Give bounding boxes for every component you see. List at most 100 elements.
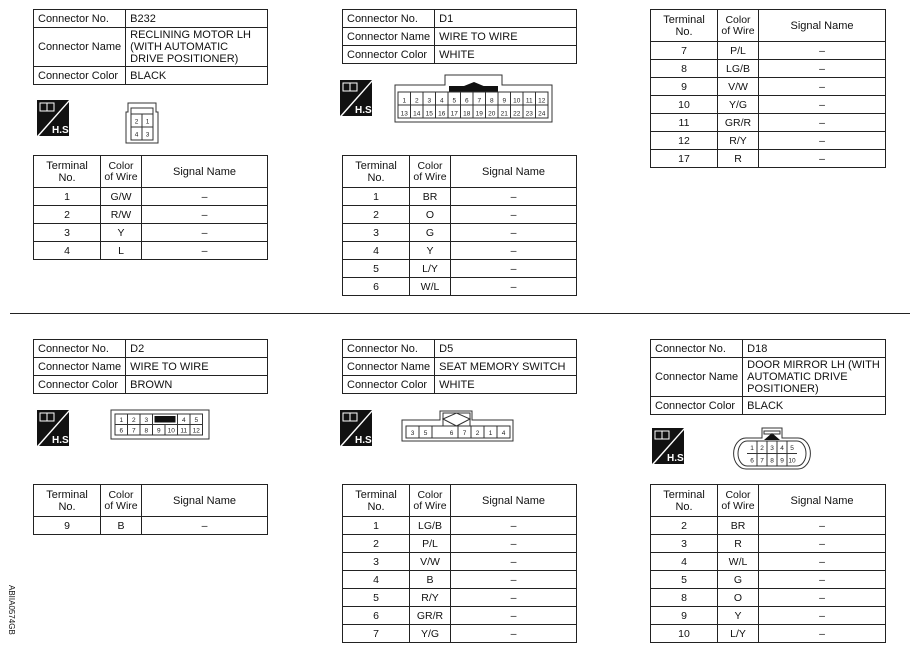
wire-color: Y/G xyxy=(717,95,759,114)
wire-color: Y xyxy=(100,223,142,242)
connector-name-label: Connector Name xyxy=(32,27,127,67)
signal-name: – xyxy=(450,534,577,553)
connector-info-table: Connector No. D5 Connector Name SEAT MEMORY… xyxy=(341,339,577,394)
wire-color: BR xyxy=(717,516,759,535)
pin-number: 4 xyxy=(780,445,784,452)
signal-name-header: Signal Name xyxy=(141,155,268,188)
terminal-row: 8 LG/B – xyxy=(650,59,886,78)
terminal-number: 4 xyxy=(33,241,101,260)
terminal-row: 5 R/Y – xyxy=(342,588,577,607)
signal-name: – xyxy=(758,59,886,78)
connector-color-value: BLACK xyxy=(125,66,268,85)
pin-number: 10 xyxy=(168,428,176,435)
color-of-wire-header: Color of Wire xyxy=(100,484,142,517)
connector-info-table: Connector No. B232 Connector Name RECLINING… xyxy=(32,9,268,85)
hs-badge-text: H.S. xyxy=(52,435,69,446)
terminal-number: 2 xyxy=(342,534,410,553)
connector-color-row: Connector Color BROWN xyxy=(32,375,268,394)
signal-name: – xyxy=(450,570,577,589)
pin-number: 1 xyxy=(489,430,493,437)
connector-color-value: BROWN xyxy=(125,375,268,394)
terminal-table-header: Terminal No. Color of Wire Signal Name xyxy=(342,484,577,517)
connector-name-value: DOOR MIRROR LH (WITH AUTOMATIC DRIVE POS… xyxy=(742,357,886,397)
pin-number: 12 xyxy=(538,98,546,105)
terminal-row: 4 W/L – xyxy=(650,552,886,571)
wire-color: O xyxy=(717,588,759,607)
connector-face-diagram: 2 14 3 xyxy=(125,102,159,144)
harness-side-icon: H.S. xyxy=(37,410,69,446)
connector-color-row: Connector Color BLACK xyxy=(32,66,268,85)
pin-number: 20 xyxy=(488,111,496,118)
harness-side-icon: H.S. xyxy=(340,410,372,446)
terminal-no-header: Terminal No. xyxy=(650,484,718,517)
hs-badge-text: H.S. xyxy=(355,105,372,116)
connector-number-label: Connector No. xyxy=(32,339,127,358)
color-of-wire-header: Color of Wire xyxy=(409,484,451,517)
signal-name: – xyxy=(450,205,577,224)
pin-number: 5 xyxy=(790,445,794,452)
pin-number: 1 xyxy=(119,417,123,424)
connector-color-label: Connector Color xyxy=(32,66,127,85)
connector-number-label: Connector No. xyxy=(649,339,744,358)
signal-name: – xyxy=(141,223,268,242)
signal-name-header: Signal Name xyxy=(758,484,886,517)
terminal-table: Terminal No. Color of Wire Signal Name 1 G/W… xyxy=(33,155,268,260)
wire-color: LG/B xyxy=(409,516,451,535)
terminal-number: 8 xyxy=(650,588,718,607)
terminal-number: 17 xyxy=(650,149,718,168)
terminal-row: 8 O – xyxy=(650,588,886,607)
pin-number: 16 xyxy=(438,111,446,118)
terminal-number: 8 xyxy=(650,59,718,78)
color-of-wire-header: Color of Wire xyxy=(717,484,759,517)
wire-color: G/W xyxy=(100,187,142,206)
terminal-number: 9 xyxy=(33,516,101,535)
pin-number: 1 xyxy=(146,119,150,126)
harness-side-icon: H.S. xyxy=(652,428,684,464)
pin-number: 6 xyxy=(465,98,469,105)
connector-name-value: WIRE TO WIRE xyxy=(125,357,268,376)
terminal-no-header: Terminal No. xyxy=(650,9,718,42)
signal-name: – xyxy=(758,113,886,132)
terminal-number: 3 xyxy=(650,534,718,553)
terminal-number: 2 xyxy=(342,205,410,224)
wire-color: GR/R xyxy=(409,606,451,625)
connector-number-label: Connector No. xyxy=(32,9,127,28)
wire-color: L/Y xyxy=(409,259,451,278)
wire-color: L/Y xyxy=(717,624,759,643)
connector-color-row: Connector Color WHITE xyxy=(341,45,577,64)
terminal-table: Terminal No. Color of Wire Signal Name 1 BR –… xyxy=(342,155,577,296)
wire-color: R/W xyxy=(100,205,142,224)
connector-name-row: Connector Name RECLINING MOTOR LH (WITH A… xyxy=(32,27,268,67)
connector-name-row: Connector Name WIRE TO WIRE xyxy=(341,27,577,46)
signal-name: – xyxy=(141,241,268,260)
terminal-table: Terminal No. Color of Wire Signal Name 7 P/L… xyxy=(650,9,886,168)
connector-name-row: Connector Name SEAT MEMORY SWITCH xyxy=(341,357,577,376)
pin-number: 5 xyxy=(424,430,428,437)
signal-name: – xyxy=(758,95,886,114)
terminal-number: 7 xyxy=(650,41,718,60)
terminal-row: 6 GR/R – xyxy=(342,606,577,625)
terminal-number: 5 xyxy=(650,570,718,589)
pin-number: 9 xyxy=(780,458,784,465)
connector-info-table: Connector No. D2 Connector Name WIRE TO WIR… xyxy=(32,339,268,394)
terminal-row: 5 L/Y – xyxy=(342,259,577,278)
pin-number: 12 xyxy=(193,428,201,435)
terminal-row: 2 O – xyxy=(342,205,577,224)
signal-name: – xyxy=(450,516,577,535)
connector-number-row: Connector No. D1 xyxy=(341,9,577,28)
wire-color: P/L xyxy=(717,41,759,60)
wire-color: G xyxy=(409,223,451,242)
signal-name: – xyxy=(758,606,886,625)
signal-name: – xyxy=(450,606,577,625)
connector-number-value: D18 xyxy=(742,339,886,358)
signal-name: – xyxy=(450,552,577,571)
wire-color: B xyxy=(409,570,451,589)
terminal-no-header: Terminal No. xyxy=(342,484,410,517)
terminal-row: 6 W/L – xyxy=(342,277,577,296)
connector-color-label: Connector Color xyxy=(649,396,744,415)
terminal-number: 6 xyxy=(342,277,410,296)
pin-number: 3 xyxy=(770,445,774,452)
terminal-row: 2 P/L – xyxy=(342,534,577,553)
pin-number: 17 xyxy=(451,111,459,118)
